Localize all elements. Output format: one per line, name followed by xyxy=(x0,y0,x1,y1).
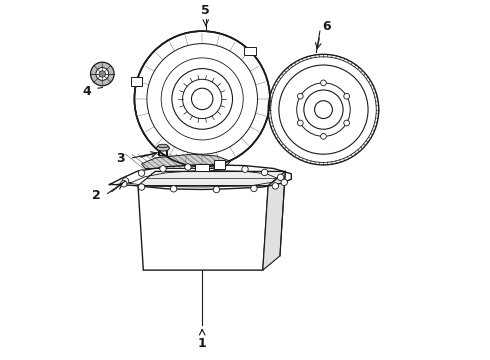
Text: 1: 1 xyxy=(198,337,207,350)
Text: 2: 2 xyxy=(92,189,100,202)
Circle shape xyxy=(297,120,303,126)
Ellipse shape xyxy=(156,145,170,151)
Circle shape xyxy=(277,174,284,181)
Circle shape xyxy=(91,62,114,86)
Circle shape xyxy=(185,164,191,170)
Polygon shape xyxy=(263,171,285,270)
FancyBboxPatch shape xyxy=(214,160,225,168)
Ellipse shape xyxy=(158,144,168,148)
Circle shape xyxy=(268,54,379,165)
Circle shape xyxy=(96,68,109,80)
Polygon shape xyxy=(142,154,231,168)
Circle shape xyxy=(320,80,326,86)
Circle shape xyxy=(138,170,145,176)
Circle shape xyxy=(297,93,303,99)
Circle shape xyxy=(121,181,127,187)
Circle shape xyxy=(99,71,105,77)
Circle shape xyxy=(251,185,257,192)
Circle shape xyxy=(160,166,166,172)
Circle shape xyxy=(122,178,129,184)
Polygon shape xyxy=(138,186,268,270)
Circle shape xyxy=(242,166,248,172)
Circle shape xyxy=(261,169,268,176)
Circle shape xyxy=(171,186,177,192)
Circle shape xyxy=(344,120,349,126)
Text: 3: 3 xyxy=(116,152,124,165)
Text: 5: 5 xyxy=(201,4,210,17)
Circle shape xyxy=(134,31,270,167)
Circle shape xyxy=(344,93,349,99)
FancyBboxPatch shape xyxy=(245,47,256,55)
Circle shape xyxy=(272,183,278,189)
Circle shape xyxy=(281,179,288,186)
Text: 4: 4 xyxy=(82,85,91,98)
Circle shape xyxy=(213,164,220,171)
FancyBboxPatch shape xyxy=(131,77,143,86)
Circle shape xyxy=(213,186,220,193)
Circle shape xyxy=(138,184,145,190)
Text: 6: 6 xyxy=(323,20,331,33)
Polygon shape xyxy=(138,171,285,186)
Circle shape xyxy=(320,134,326,139)
FancyBboxPatch shape xyxy=(195,164,209,171)
